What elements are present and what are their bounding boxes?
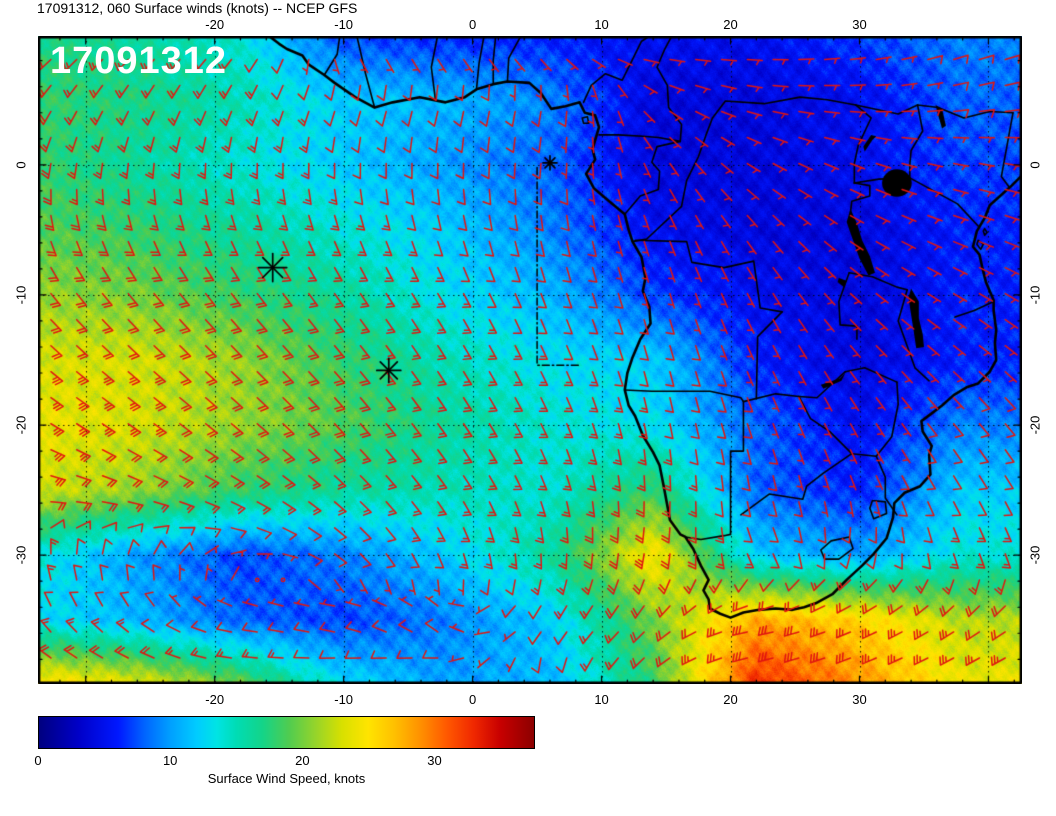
lat-tick-label-left: -20 bbox=[13, 415, 29, 435]
lat-tick-label-right: 0 bbox=[1027, 161, 1043, 169]
lon-tick-label-bottom: 20 bbox=[723, 692, 738, 707]
lat-tick-label-left: 0 bbox=[13, 161, 29, 169]
lon-tick-label-bottom: -20 bbox=[205, 692, 225, 707]
lat-tick-label-right: -30 bbox=[1027, 545, 1043, 565]
lon-tick-label-top: 10 bbox=[594, 17, 609, 32]
colorbar-tick-label: 0 bbox=[34, 753, 42, 768]
lon-tick-label-top: -20 bbox=[205, 17, 225, 32]
map-plot: 17091312 bbox=[38, 36, 1022, 684]
lat-tick-label-right: -10 bbox=[1027, 285, 1043, 305]
lon-tick-label-bottom: 10 bbox=[594, 692, 609, 707]
map-canvas bbox=[38, 36, 1022, 684]
figure-title: 17091312, 060 Surface winds (knots) -- N… bbox=[37, 0, 358, 16]
lon-tick-label-bottom: -10 bbox=[334, 692, 354, 707]
lon-tick-label-top: 0 bbox=[468, 17, 477, 32]
lon-tick-label-bottom: 0 bbox=[468, 692, 477, 707]
lon-tick-label-top: 20 bbox=[723, 17, 738, 32]
colorbar-tick-label: 30 bbox=[427, 753, 442, 768]
lat-tick-label-left: -10 bbox=[13, 285, 29, 305]
lat-tick-label-right: -20 bbox=[1027, 415, 1043, 435]
lon-tick-label-top: 30 bbox=[852, 17, 867, 32]
lon-tick-label-bottom: 30 bbox=[852, 692, 867, 707]
colorbar-tick-label: 20 bbox=[295, 753, 310, 768]
colorbar-caption: Surface Wind Speed, knots bbox=[207, 771, 366, 786]
run-timestamp-label: 17091312 bbox=[50, 40, 228, 82]
colorbar-gradient bbox=[39, 717, 534, 748]
lat-tick-label-left: -30 bbox=[13, 545, 29, 565]
colorbar-tick-label: 10 bbox=[162, 753, 178, 768]
colorbar bbox=[38, 716, 535, 749]
lon-tick-label-top: -10 bbox=[334, 17, 354, 32]
